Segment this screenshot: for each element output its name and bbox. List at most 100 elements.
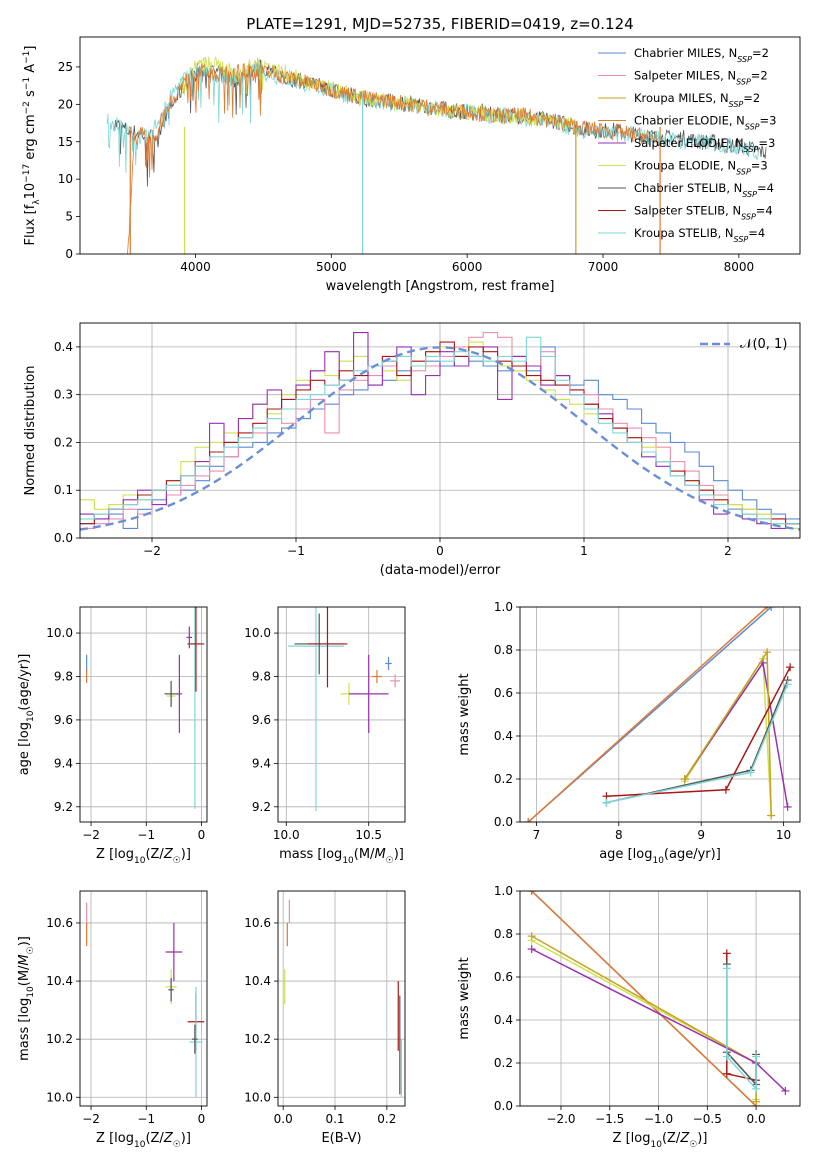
x-tick-label: 0 bbox=[436, 544, 444, 558]
y-axis-label: age [log10(age/yr)] bbox=[17, 654, 36, 776]
errorbar-point bbox=[189, 986, 203, 1098]
weight-marker bbox=[722, 949, 731, 958]
weight-marker bbox=[722, 1052, 731, 1061]
x-tick-label: 0.0 bbox=[274, 1112, 293, 1126]
y-tick-label: 0.4 bbox=[494, 1013, 513, 1027]
x-tick-label: 10.0 bbox=[273, 828, 300, 842]
errorbar-point bbox=[192, 1024, 198, 1054]
y-tick-label: 5 bbox=[65, 210, 73, 224]
legend-label: Chabrier MILES, NSSP=2 bbox=[634, 46, 769, 64]
errorbar-point bbox=[165, 922, 183, 982]
weight-marker bbox=[763, 648, 772, 657]
y-tick-label: 1.0 bbox=[494, 600, 513, 614]
weight-marker bbox=[767, 607, 776, 611]
panel-mass_vs_ebv: 0.0 0.1 0.2 10.0 10.2 10.4 10.6 E(B-V) bbox=[244, 890, 406, 1146]
errorbar-point bbox=[348, 654, 389, 733]
y-axis-label: Normed distribution bbox=[23, 366, 38, 496]
x-tick-label: −2.0 bbox=[546, 1112, 575, 1126]
y-tick-label: 0 bbox=[65, 247, 73, 261]
errorbar-point bbox=[186, 626, 193, 649]
y-tick-label: 9.2 bbox=[54, 800, 73, 814]
plot-area-spectrum bbox=[106, 56, 767, 254]
axes-frame bbox=[79, 36, 801, 255]
x-axis-label: age [log10(age/yr)] bbox=[599, 847, 721, 866]
y-tick-label: 10.2 bbox=[244, 1032, 271, 1046]
y-tick-label: 9.8 bbox=[252, 669, 271, 683]
y-tick-label: 10.6 bbox=[46, 916, 73, 930]
y-tick-label: 9.6 bbox=[54, 713, 73, 727]
y-tick-label: 10.0 bbox=[244, 626, 271, 640]
panel-mass_vs_Z: −2 −1 0 10.0 10.2 10.4 10.6 Z [log10(Z/Z☉)] mass… bbox=[17, 890, 208, 1150]
weight-marker bbox=[746, 768, 755, 777]
y-tick-label: 20 bbox=[58, 97, 73, 111]
x-tick-label: −1.0 bbox=[644, 1112, 673, 1126]
weight-line-kroupa-stelib bbox=[606, 684, 789, 804]
y-tick-label: 10.2 bbox=[46, 1032, 73, 1046]
x-axis-label: (data-model)/error bbox=[380, 563, 501, 578]
weight-marker bbox=[786, 663, 795, 672]
y-tick-label: 10.6 bbox=[244, 916, 271, 930]
plot-area-weight_vs_Z bbox=[527, 891, 790, 1106]
x-tick-label: 0 bbox=[198, 828, 206, 842]
panel-age_vs_Z: −2 −1 0 9.2 9.4 9.6 9.8 10.0 Z [log10(Z/Z☉)] age … bbox=[17, 606, 208, 866]
weight-marker bbox=[781, 1086, 790, 1095]
y-tick-label: 0.1 bbox=[54, 483, 73, 497]
plot-area-residuals bbox=[80, 332, 800, 531]
axes-frame bbox=[277, 890, 406, 1107]
x-tick-label: 10.5 bbox=[355, 828, 382, 842]
x-axis-label: Z [log10(Z/Z☉)] bbox=[96, 847, 191, 866]
weight-marker bbox=[783, 680, 792, 689]
x-tick-label: −1 bbox=[287, 544, 305, 558]
plot-area-mass_vs_Z bbox=[86, 902, 205, 1098]
panel-weight_vs_Z: −2.0 −1.5 −1.0 −0.5 0.0 0.0 0.2 0.4 0.6 0.8 1.0 Z [… bbox=[457, 884, 801, 1150]
weight-marker bbox=[763, 607, 772, 611]
x-tick-label: 1 bbox=[580, 544, 588, 558]
y-tick-label: 9.4 bbox=[54, 756, 73, 770]
errorbar-point bbox=[287, 607, 344, 812]
x-tick-label: 5000 bbox=[316, 260, 347, 274]
y-tick-label: 0.2 bbox=[54, 435, 73, 449]
plot-area-weight_vs_age bbox=[524, 607, 795, 822]
x-tick-label: 8 bbox=[615, 828, 623, 842]
y-tick-label: 0.2 bbox=[494, 1056, 513, 1070]
y-axis-label: mass weight bbox=[457, 957, 472, 1039]
weight-marker bbox=[602, 798, 611, 807]
errorbar-point bbox=[164, 680, 178, 707]
axes-frame bbox=[277, 606, 406, 823]
plot-area-age_vs_Z bbox=[86, 607, 205, 809]
x-tick-label: 2 bbox=[724, 544, 732, 558]
x-tick-label: 4000 bbox=[180, 260, 211, 274]
spectrum-line-chabrier-elodie bbox=[127, 63, 658, 254]
legend-label: Salpeter MILES, NSSP=2 bbox=[634, 69, 768, 87]
weight-line-chabrier-elodie bbox=[527, 607, 768, 822]
y-tick-label: 0.0 bbox=[54, 531, 73, 545]
axes-frame bbox=[79, 322, 801, 539]
plot-area-mass_vs_ebv bbox=[284, 899, 402, 1098]
y-tick-label: 9.6 bbox=[252, 713, 271, 727]
x-tick-label: −2 bbox=[82, 1112, 100, 1126]
y-tick-label: 0.4 bbox=[54, 340, 73, 354]
weight-marker bbox=[524, 818, 533, 822]
x-axis-label: mass [log10(M/M☉)] bbox=[279, 847, 404, 866]
y-tick-label: 0.4 bbox=[494, 729, 513, 743]
x-tick-label: 0.1 bbox=[325, 1112, 344, 1126]
panel-weight_vs_age: 7 8 9 10 0.0 0.2 0.4 0.6 0.8 1.0 age [log10(age/yr… bbox=[457, 600, 801, 866]
figure-title: PLATE=1291, MJD=52735, FIBERID=0419, z=0… bbox=[246, 15, 633, 33]
x-axis-label: wavelength [Angstrom, rest frame] bbox=[326, 279, 555, 294]
y-axis-label: mass [log10(M/M☉)] bbox=[17, 936, 36, 1061]
errorbar-point bbox=[187, 607, 205, 692]
legend: Chabrier MILES, NSSP=2 Salpeter MILES, NS… bbox=[598, 46, 776, 244]
x-tick-label: −1 bbox=[137, 1112, 155, 1126]
y-tick-label: 0.8 bbox=[494, 927, 513, 941]
legend-label: Chabrier ELODIE, NSSP=3 bbox=[634, 114, 776, 132]
errorbar-point bbox=[385, 656, 392, 670]
legend-label: Kroupa STELIB, NSSP=4 bbox=[634, 226, 765, 244]
x-tick-label: 10 bbox=[776, 828, 791, 842]
axes-frame bbox=[519, 890, 801, 1107]
errorbar-point bbox=[168, 978, 174, 1002]
y-tick-label: 0.8 bbox=[494, 643, 513, 657]
y-tick-label: 0.2 bbox=[494, 772, 513, 786]
x-axis-label: E(B-V) bbox=[321, 1131, 361, 1146]
y-tick-label: 0.6 bbox=[494, 970, 513, 984]
